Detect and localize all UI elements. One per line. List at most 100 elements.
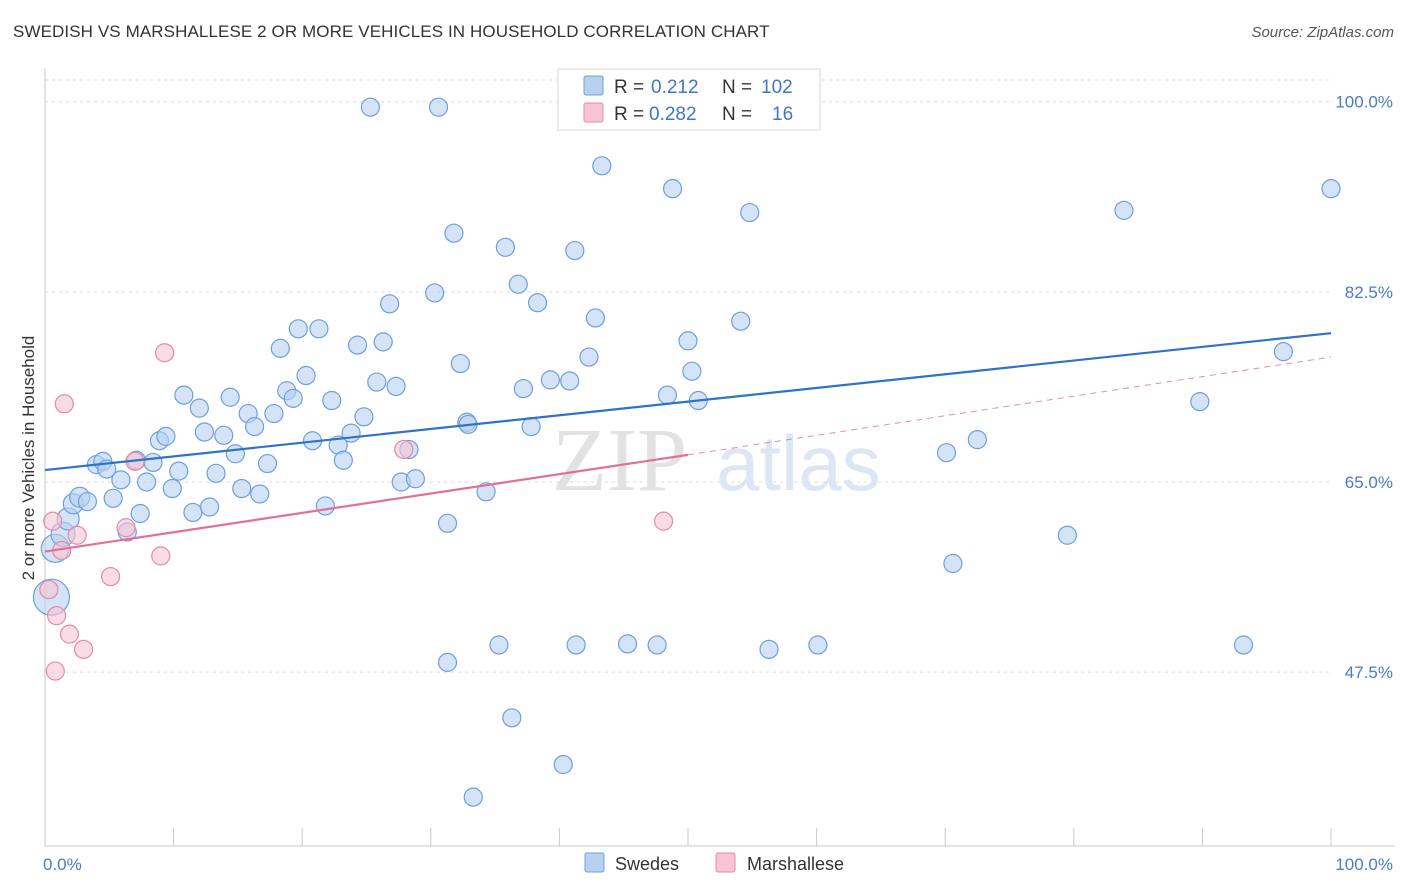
swedes-point-84 [647,635,667,655]
swedes-point-16 [143,452,163,473]
marshallese-point-1 [43,511,63,531]
swedes-n-label: N = [722,77,752,98]
grid-lines [45,79,1331,673]
marshallese-point-9 [100,566,121,587]
swedes-point-71 [508,274,528,294]
source-label: Source: ZipAtlas.com [1251,24,1394,41]
swedes-point-90 [731,311,751,331]
marshallese-point-8 [45,661,65,681]
swedes-point-79 [566,635,586,655]
swedes-point-92 [759,639,779,659]
marshallese-point-2 [46,606,67,626]
swedes-point-52 [373,332,393,352]
swedes-point-46 [333,450,353,470]
swedes-point-29 [225,444,245,464]
marshallese-point-0 [39,579,59,600]
swedes-point-10 [103,488,123,508]
swedes-point-58 [425,283,445,303]
marshallese-point-6 [67,525,87,545]
swedes-point-28 [220,387,240,407]
swedes-point-11 [111,470,131,490]
y-tick-label-1: 65.0% [1345,473,1393,492]
swedes-point-19 [162,478,182,499]
swedes-point-80 [579,347,599,367]
y-axis-label: 2 or more Vehicles in Household [19,336,38,581]
swedes-point-81 [585,308,606,328]
y-tick-labels: 47.5% 65.0% 82.5% 100.0% [1335,93,1393,682]
swedes-point-14 [130,503,150,524]
swedes-point-40 [296,365,316,386]
swedes-point-49 [354,407,374,427]
marshallese-points [39,343,674,681]
watermark: ZIP atlas [552,411,881,510]
watermark-atlas: atlas [716,419,881,507]
watermark-zip: ZIP [552,411,687,510]
swedes-point-21 [174,385,194,405]
marshallese-point-15 [653,511,674,531]
swedes-point-78 [565,240,585,261]
swedes-point-61 [444,223,464,243]
swedes-point-62 [450,353,470,374]
swedes-point-6 [77,491,98,512]
x-tick-label-0: 0.0% [43,855,82,874]
swedes-point-32 [245,417,265,437]
swedes-point-54 [386,376,406,396]
swedes-point-75 [540,370,560,390]
swedes-point-73 [521,417,541,437]
swedes-point-82 [592,156,612,176]
trend-lines [44,332,1332,553]
swedes-point-53 [380,294,400,314]
swedes-point-48 [347,335,368,355]
marshallese-r-value: 0.282 [649,104,697,125]
marshallese-point-4 [54,394,74,414]
marshallese-point-7 [73,639,94,659]
swedes-point-59 [437,513,458,533]
swedes-series-label: Swedes [615,854,679,874]
swedes-r-label: R = [614,77,644,98]
swedes-point-88 [682,361,702,381]
swedes-series-swatch [584,852,605,873]
y-tick-label-3: 100.0% [1335,93,1393,112]
marshallese-r-label: R = [614,104,644,125]
swedes-n-value: 102 [761,77,793,98]
x-tick-label-1: 100.0% [1335,855,1393,874]
swedes-point-60 [437,652,458,672]
swedes-point-91 [740,202,760,223]
swedes-trend-line [44,332,1332,472]
swedes-point-25 [200,497,220,517]
swedes-point-43 [315,496,335,516]
swedes-point-101 [1273,342,1294,362]
swedes-point-51 [367,372,387,392]
swedes-point-66 [463,787,483,807]
swedes-point-99 [1190,392,1210,412]
chart-title: SWEDISH VS MARSHALLESE 2 OR MORE VEHICLE… [13,22,770,41]
stats-legend: R = 0.212 N = 102 R = 0.282 N = 16 [557,68,821,131]
swedes-point-67 [476,482,496,502]
swedes-point-70 [502,708,522,728]
swedes-point-34 [257,453,278,474]
swedes-point-39 [288,319,308,339]
swedes-point-47 [341,423,361,443]
swedes-point-83 [617,634,638,654]
swedes-point-35 [264,403,284,424]
marshallese-trend-line [44,453,689,553]
swedes-point-50 [360,97,380,117]
swedes-point-98 [1114,200,1134,220]
swedes-r-value: 0.212 [651,77,699,98]
swedes-point-20 [169,461,189,481]
series-legend: Swedes Marshallese [584,852,844,874]
swedes-point-36 [270,338,290,358]
marshallese-point-12 [151,546,171,566]
swedes-point-24 [194,422,215,442]
swedes-point-74 [527,293,548,313]
marshallese-point-5 [59,624,80,644]
swedes-point-100 [1233,635,1254,655]
marshallese-series-swatch [715,852,736,873]
swedes-legend-swatch [583,75,604,96]
swedes-point-72 [513,378,533,399]
y-tick-label-0: 47.5% [1345,663,1393,682]
swedes-point-18 [156,426,176,446]
swedes-point-76 [553,754,573,775]
swedes-point-30 [232,478,252,499]
